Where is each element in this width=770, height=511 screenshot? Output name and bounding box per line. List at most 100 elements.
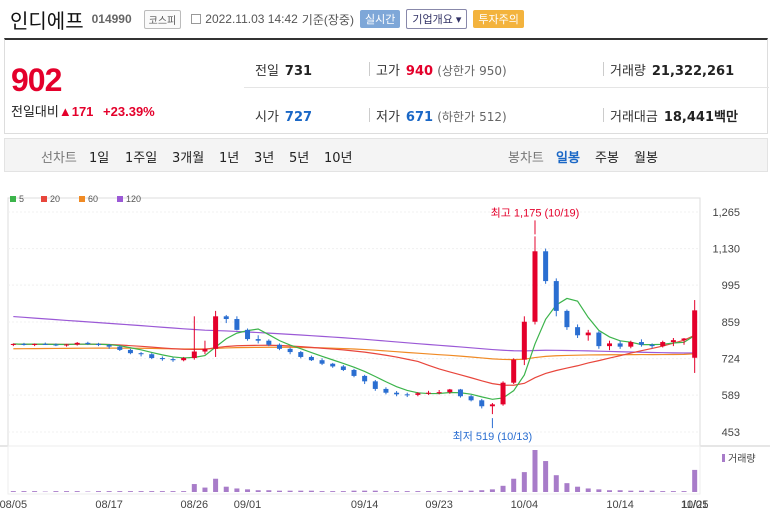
current-price-box: 902 전일대비▲171 +23.39%: [11, 62, 155, 120]
volume-bar: [692, 469, 698, 492]
volume-bar: [213, 478, 219, 492]
low-value: 671: [405, 110, 434, 125]
x-tick-label: 08/17: [95, 499, 123, 511]
candle-body: [596, 332, 602, 347]
candle-body: [500, 382, 506, 405]
trade-amount: 거래대금 18,441백만: [610, 106, 738, 125]
candle-body: [511, 359, 517, 383]
candle-body: [117, 346, 123, 350]
volume-bar: [170, 491, 176, 492]
volume-bar: [127, 491, 133, 492]
tab-line-1d[interactable]: 1일: [89, 151, 110, 166]
candle-body: [585, 332, 591, 336]
candle-body: [213, 316, 219, 349]
candle-body: [649, 344, 655, 347]
tab-line-5y[interactable]: 5년: [289, 151, 310, 166]
volume-bar: [596, 489, 602, 492]
upper-limit-label: (상한가: [437, 64, 476, 78]
candle-body: [681, 338, 687, 341]
tab-line-3m[interactable]: 3개월: [172, 151, 205, 166]
realtime-button[interactable]: 실시간: [359, 10, 401, 28]
candle-body: [74, 342, 80, 345]
volume-bar: [681, 491, 687, 492]
candle-body: [223, 316, 229, 320]
timestamp: 2022.11.03 14:42 기준(장중): [191, 11, 354, 28]
legend-swatch: [79, 196, 85, 202]
x-tick-label: 10/04: [511, 499, 539, 511]
ma-line-5: [13, 297, 696, 400]
candle-body: [553, 281, 559, 311]
candle-body: [660, 342, 666, 347]
volume-bar: [394, 491, 400, 492]
volume-bar: [649, 490, 655, 492]
tab-candle-daily[interactable]: 일봉: [556, 151, 580, 166]
candle-body: [127, 349, 133, 354]
volume-bar: [521, 472, 527, 492]
price-change: 전일대비▲171 +23.39%: [11, 101, 155, 120]
stock-chart[interactable]: 1,265 1,130 995 859 724 589 453 5 20 60 120 최고 1,17…: [0, 188, 770, 511]
volume-bar: [564, 483, 570, 492]
tab-line-10y[interactable]: 10년: [324, 151, 353, 166]
candle-body: [521, 321, 527, 360]
volume-bar: [298, 490, 304, 492]
tab-line-1w[interactable]: 1주일: [125, 151, 158, 166]
volume-bar: [575, 486, 581, 492]
volume-label: 거래량: [610, 64, 646, 79]
volume-bar: [628, 490, 634, 492]
change-percent: +23.39%: [103, 104, 155, 119]
candle-body: [255, 339, 261, 341]
timestamp-basis: 기준(장중): [301, 12, 354, 27]
ma-line-60: [13, 346, 695, 361]
change-label: 전일대비: [11, 104, 59, 119]
candle-body: [330, 363, 336, 367]
candle-body: [10, 343, 16, 345]
high-value: 940: [405, 64, 434, 79]
open-label: 시가: [255, 110, 279, 125]
stock-name[interactable]: 인디에프: [10, 8, 84, 33]
tab-line-3y[interactable]: 3년: [254, 151, 275, 166]
candle-body: [607, 343, 613, 347]
volume-bar: [500, 485, 506, 492]
volume-bar: [32, 491, 38, 492]
candle-body: [362, 375, 368, 382]
volume-bar: [553, 475, 559, 492]
candle-body: [276, 344, 282, 349]
tab-line-1y[interactable]: 1년: [219, 151, 240, 166]
volume-bar: [53, 491, 59, 492]
stock-code: 014990: [91, 12, 132, 26]
volume-legend-swatch: [722, 454, 725, 462]
candle-body: [404, 394, 410, 396]
volume-bar: [447, 491, 453, 492]
divider: [603, 108, 604, 122]
volume-bar: [202, 487, 208, 492]
volume-bar: [617, 490, 623, 492]
volume-bar: [319, 491, 325, 492]
volume-bar: [266, 490, 272, 492]
tab-candle-weekly[interactable]: 주봉: [595, 151, 619, 166]
volume-bar: [255, 490, 261, 492]
divider: [369, 108, 370, 122]
company-overview-button[interactable]: 기업개요 ▾: [406, 9, 468, 29]
y-tick-label: 1,130: [712, 244, 740, 256]
candle-body: [234, 319, 240, 330]
volume-bar: [585, 488, 591, 492]
candle-body: [106, 345, 112, 347]
lower-limit-label: (하한가: [437, 110, 476, 124]
stock-header: 인디에프 014990 코스피 2022.11.03 14:42 기준(장중) …: [0, 0, 770, 38]
amount-unit: 백만: [714, 110, 738, 125]
candle-body: [245, 329, 251, 340]
candle-body: [53, 344, 59, 346]
volume-bar: [149, 491, 155, 492]
tab-candle-monthly[interactable]: 월봉: [634, 151, 658, 166]
candle-body: [191, 351, 197, 359]
volume-label: 거래량: [728, 453, 756, 465]
legend-swatch: [10, 196, 16, 202]
open-price: 시가 727: [255, 106, 312, 125]
timestamp-date: 2022.11.03 14:42: [205, 12, 298, 26]
volume-bar: [21, 491, 27, 492]
volume-bar: [138, 491, 144, 492]
candle-body: [436, 392, 442, 394]
candle-body: [426, 392, 432, 394]
legend-label: 5: [19, 194, 24, 204]
volume-bar: [532, 450, 538, 492]
